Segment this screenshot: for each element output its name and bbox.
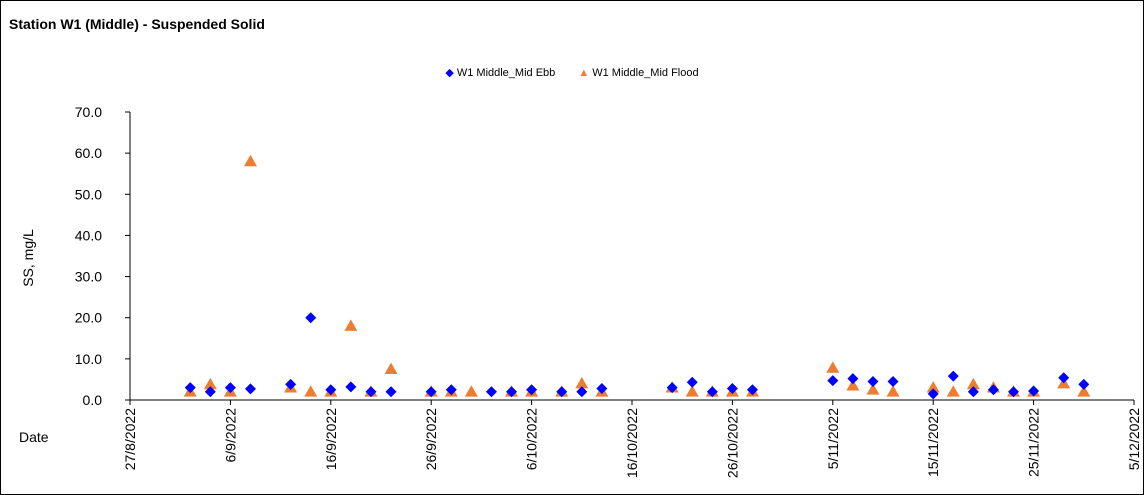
ebb-data-point: [1078, 378, 1090, 390]
ebb-data-point: [576, 386, 588, 398]
flood-data-point: [926, 381, 940, 393]
ebb-data-point: [1058, 372, 1070, 384]
ebb-data-point: [887, 375, 899, 387]
legend-label-flood: W1 Middle_Mid Flood: [592, 67, 699, 79]
y-tick-label: 70.0: [75, 104, 102, 120]
flood-data-point: [946, 385, 960, 397]
y-tick-label: 50.0: [75, 186, 102, 202]
ebb-data-point: [847, 373, 859, 385]
x-tick-label: 25/11/2022: [1026, 408, 1042, 477]
legend-item-ebb: ◆ W1 Middle_Mid Ebb: [445, 66, 555, 79]
x-tick-label: 16/9/2022: [323, 408, 339, 470]
flood-data-point: [846, 379, 860, 391]
ebb-data-point: [184, 382, 196, 394]
ebb-data-point: [485, 386, 497, 398]
ebb-data-point: [827, 375, 839, 387]
y-tick-label: 30.0: [75, 269, 102, 285]
ebb-data-point: [285, 378, 297, 390]
x-tick-label: 6/10/2022: [524, 408, 540, 470]
flood-data-point: [1077, 385, 1091, 397]
x-tick-label: 26/10/2022: [724, 408, 740, 478]
ebb-data-point: [686, 376, 698, 388]
ebb-data-point: [204, 386, 216, 398]
ebb-data-point: [947, 370, 959, 382]
triangle-marker-icon: ▲: [578, 67, 590, 79]
legend-label-ebb: W1 Middle_Mid Ebb: [456, 67, 556, 79]
ebb-data-point: [867, 375, 879, 387]
x-tick-label: 16/10/2022: [624, 408, 640, 478]
flood-data-point: [384, 362, 398, 375]
flood-data-point: [685, 385, 699, 397]
chart-title: Station W1 (Middle) - Suspended Solid: [9, 16, 265, 32]
ebb-data-point: [706, 386, 718, 398]
x-axis-label: Date: [19, 429, 49, 445]
x-tick-label: 5/12/2022: [1126, 408, 1142, 470]
ebb-data-point: [325, 384, 337, 396]
y-tick-label: 40.0: [75, 227, 102, 243]
ebb-data-point: [305, 312, 317, 324]
ebb-data-point: [506, 386, 518, 398]
flood-data-point: [866, 383, 880, 395]
x-tick-label: 27/8/2022: [122, 408, 138, 470]
y-tick-label: 10.0: [75, 351, 102, 367]
ebb-data-point: [967, 386, 979, 398]
flood-data-point: [203, 377, 217, 390]
ebb-data-point: [244, 383, 256, 395]
flood-data-point: [886, 385, 900, 397]
ebb-data-point: [927, 388, 939, 400]
ebb-data-point: [556, 386, 568, 398]
legend: ◆ W1 Middle_Mid Ebb ▲ W1 Middle_Mid Flood: [0, 66, 1144, 79]
ebb-data-point: [445, 384, 457, 396]
y-tick-label: 60.0: [75, 145, 102, 161]
ebb-data-point: [224, 382, 236, 394]
ebb-data-point: [726, 382, 738, 394]
ebb-data-point: [746, 384, 758, 396]
y-tick-label: 20.0: [75, 310, 102, 326]
flood-data-point: [464, 385, 478, 397]
flood-data-point: [344, 319, 358, 331]
ebb-data-point: [666, 382, 678, 394]
x-tick-label: 15/11/2022: [925, 408, 941, 477]
ebb-data-point: [345, 381, 357, 393]
ebb-data-point: [1008, 386, 1020, 398]
ebb-data-point: [526, 384, 538, 396]
flood-data-point: [243, 154, 257, 167]
x-tick-label: 6/9/2022: [222, 408, 238, 463]
ebb-data-point: [1028, 385, 1040, 397]
x-tick-label: 5/11/2022: [825, 408, 841, 469]
diamond-marker-icon: ◆: [445, 67, 454, 79]
flood-data-point: [304, 385, 318, 397]
flood-data-point: [826, 361, 840, 373]
x-tick-label: 26/9/2022: [423, 408, 439, 470]
ebb-data-point: [596, 382, 608, 394]
ebb-data-point: [987, 384, 999, 396]
flood-data-point: [575, 377, 589, 389]
y-tick-label: 0.0: [83, 392, 103, 408]
ebb-data-point: [385, 386, 397, 398]
ebb-data-point: [425, 386, 437, 398]
ebb-data-point: [365, 386, 377, 398]
legend-item-flood: ▲ W1 Middle_Mid Flood: [578, 67, 698, 79]
flood-data-point: [966, 377, 980, 390]
